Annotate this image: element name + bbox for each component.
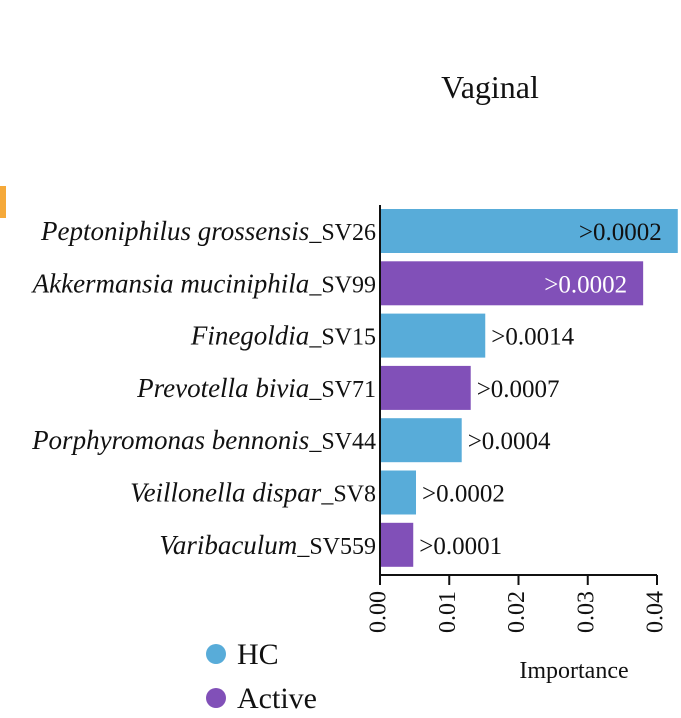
legend-marker-hc [206, 644, 226, 664]
sv-suffix: _SV559 [296, 534, 376, 560]
sv-suffix: _SV8 [320, 482, 376, 508]
species-name: Porphyromonas bennonis [31, 425, 309, 455]
legend-label-active: Active [237, 682, 317, 715]
data-label: >0.0007 [477, 376, 560, 403]
category-label: Finegoldia_SV15 [190, 321, 376, 351]
data-label: >0.0002 [544, 271, 627, 298]
sv-suffix: _SV99 [308, 272, 376, 298]
bar-sv559 [380, 522, 414, 567]
species-name: Prevotella bivia [136, 373, 309, 403]
bars-layer: >0.0002 >0.0002 >0.0014 >0.0007 >0.0004 >0.00… [380, 209, 678, 567]
species-name: Varibaculum [159, 530, 297, 560]
species-name: Akkermansia muciniphila [31, 268, 310, 298]
x-axis-label: Importance [519, 658, 628, 684]
data-label: >0.0002 [422, 481, 505, 508]
legend-label-hc: HC [237, 638, 279, 671]
sv-suffix: _SV15 [308, 325, 376, 351]
chart-title: Vaginal [441, 69, 539, 105]
category-labels: Peptoniphilus grossensis_SV26 Akkermansia… [31, 216, 376, 560]
species-name: Veillonella dispar [130, 478, 322, 508]
sv-suffix: _SV71 [308, 377, 376, 403]
orange-edge-marker [0, 186, 6, 218]
bar-sv8 [380, 470, 417, 515]
category-label: Porphyromonas bennonis_SV44 [31, 425, 376, 455]
legend: HC Active [206, 638, 317, 715]
sv-suffix: _SV44 [308, 429, 376, 455]
x-tick-label: 0.04 [643, 591, 669, 633]
species-name: Peptoniphilus grossensis [40, 216, 309, 246]
bar-sv15 [380, 313, 486, 358]
x-tick-label: 0.01 [435, 591, 461, 633]
x-tick-label: 0.00 [366, 591, 392, 633]
data-label: >0.0004 [468, 428, 551, 455]
species-name: Finegoldia [190, 321, 309, 351]
category-label: Prevotella bivia_SV71 [136, 373, 376, 403]
category-label: Peptoniphilus grossensis_SV26 [40, 216, 376, 246]
category-label: Akkermansia muciniphila_SV99 [31, 268, 376, 298]
category-label: Varibaculum_SV559 [159, 530, 376, 560]
x-tick-label: 0.03 [573, 591, 599, 633]
bar-sv44 [380, 418, 462, 463]
bar-sv26 [380, 209, 678, 253]
category-label: Veillonella dispar_SV8 [130, 478, 376, 508]
bar-sv99 [380, 261, 644, 306]
legend-marker-active [206, 688, 226, 708]
bar-sv71 [380, 365, 471, 410]
data-label: >0.0002 [579, 219, 662, 246]
x-tick-label: 0.02 [504, 591, 530, 633]
data-label: >0.0001 [419, 533, 502, 560]
data-label: >0.0014 [491, 324, 574, 351]
x-axis: 0.00 0.01 0.02 0.03 0.04 [366, 205, 669, 633]
sv-suffix: _SV26 [308, 220, 376, 246]
